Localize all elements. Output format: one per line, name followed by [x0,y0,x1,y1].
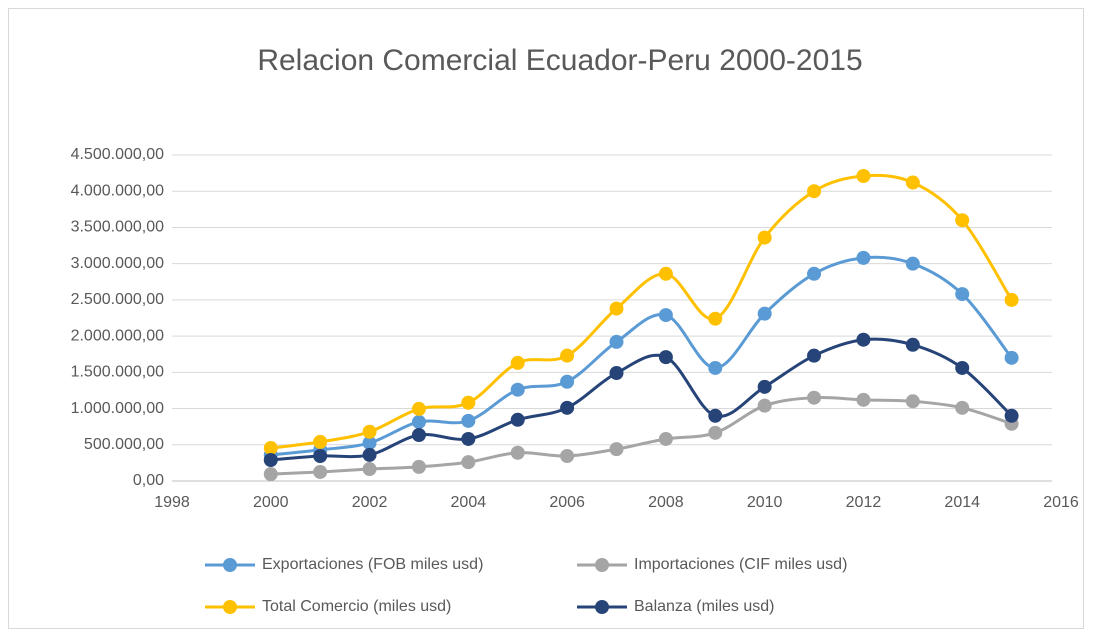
data-point [905,337,920,352]
data-point [905,175,920,190]
x-tick-label: 2000 [253,494,289,511]
data-point [461,413,476,428]
legend-marker [223,558,237,572]
data-point [510,412,525,427]
y-tick-label: 1.500.000,00 [71,364,165,381]
y-tick-label: 3.000.000,00 [71,255,165,272]
series-line [270,173,1013,450]
data-point [313,449,328,464]
x-tick-label: 2012 [846,494,882,511]
data-point [955,360,970,375]
data-point [362,424,377,439]
data-point [263,441,278,456]
y-tick-label: 2.000.000,00 [71,327,165,344]
data-point [807,266,822,281]
data-point [807,184,822,199]
data-point [313,464,328,479]
data-point [263,467,278,482]
data-point [955,213,970,228]
data-point [461,455,476,470]
legend-marker [595,600,609,614]
y-tick-label: 3.500.000,00 [71,219,165,236]
data-point [313,434,328,449]
x-tick-label: 2010 [747,494,783,511]
x-tick-label: 2002 [352,494,388,511]
chart-border [8,8,1084,629]
data-point [708,408,723,423]
data-point [955,400,970,415]
data-point [807,348,822,363]
y-tick-label: 1.000.000,00 [71,400,165,417]
series-line [270,255,1013,457]
data-point [757,230,772,245]
data-point [362,462,377,477]
data-point [461,395,476,410]
data-point [658,266,673,281]
data-point [856,250,871,265]
series-line [270,337,1013,462]
y-tick-label: 4.000.000,00 [71,182,165,199]
data-point [856,392,871,407]
legend-label: Exportaciones (FOB miles usd) [262,556,483,573]
data-point [905,394,920,409]
data-point [1004,350,1019,365]
data-point [461,431,476,446]
data-point [708,425,723,440]
data-point [510,445,525,460]
legend-label: Balanza (miles usd) [634,598,775,615]
data-point [856,332,871,347]
data-point [510,355,525,370]
data-point [708,360,723,375]
data-point [757,398,772,413]
y-tick-label: 2.500.000,00 [71,291,165,308]
data-point [757,379,772,394]
data-point [609,301,624,316]
data-point [708,311,723,326]
legend-marker [595,558,609,572]
data-point [510,382,525,397]
data-point [609,334,624,349]
data-point [560,374,575,389]
data-point [560,449,575,464]
legend-label: Total Comercio (miles usd) [262,598,451,615]
chart-title: Relacion Comercial Ecuador-Peru 2000-201… [257,44,862,77]
data-point [263,452,278,467]
data-point [757,306,772,321]
data-point [658,431,673,446]
legend-marker [223,600,237,614]
data-point [1004,292,1019,307]
x-tick-label: 2016 [1043,494,1079,511]
data-point [658,350,673,365]
data-point [411,459,426,474]
data-point [955,287,970,302]
data-point [807,390,822,405]
data-point [362,447,377,462]
data-point [560,400,575,415]
data-point [609,442,624,457]
x-tick-label: 2014 [944,494,980,511]
data-point [609,366,624,381]
data-point [658,308,673,323]
data-point [905,256,920,271]
x-tick-label: 2004 [451,494,487,511]
data-point [856,169,871,184]
y-tick-label: 4.500.000,00 [71,146,165,163]
data-point [1004,408,1019,423]
data-point [411,414,426,429]
y-tick-label: 0,00 [133,472,164,489]
legend-label: Importaciones (CIF miles usd) [634,556,847,573]
x-tick-label: 2006 [549,494,585,511]
data-point [411,427,426,442]
x-tick-label: 1998 [154,494,190,511]
data-point [560,348,575,363]
series-line [270,395,1013,476]
y-tick-label: 500.000,00 [84,436,164,453]
data-point [411,401,426,416]
data-point [362,435,377,450]
x-tick-label: 2008 [648,494,684,511]
